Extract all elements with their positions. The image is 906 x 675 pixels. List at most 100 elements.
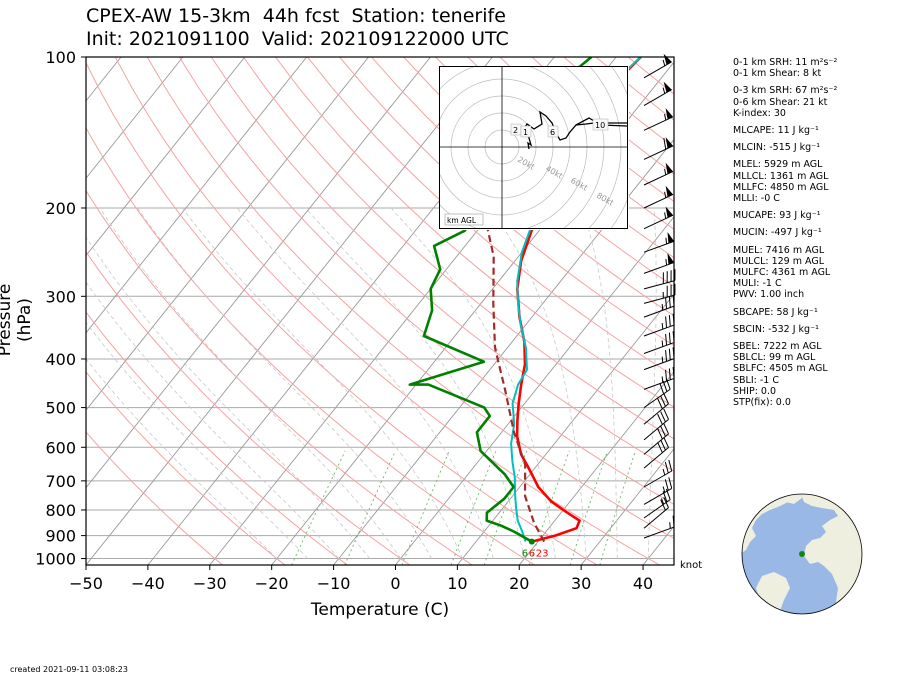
mixing-ratio-line: [344, 450, 396, 565]
isotherm: [518, 370, 674, 565]
wind-barb: [643, 515, 675, 539]
stability-indices-panel: 0-1 km SRH: 11 m²s⁻² 0-1 km Shear: 8 kt 0-…: [733, 57, 905, 408]
land-africa-europe: [800, 494, 862, 614]
index-line: MLLFC: 4850 m AGL: [733, 181, 829, 193]
surface-label: 6: [522, 549, 528, 560]
dry-adiabat: [339, 57, 674, 347]
dry-adiabat: [86, 371, 286, 565]
index-line: 0-6 km Shear: 21 kt: [733, 96, 828, 108]
isotherm: [333, 138, 674, 565]
y-tick-label: 300: [45, 287, 76, 306]
hodo-ring: [588, 66, 622, 228]
mixing-ratio-line: [401, 450, 450, 565]
x-tick-label: 10: [447, 574, 467, 593]
x-tick-label: 20: [509, 574, 529, 593]
moist-adiabat: [86, 358, 278, 559]
wind-barb: [643, 347, 675, 371]
dry-adiabat: [86, 61, 598, 565]
wind-barb: [643, 459, 673, 488]
isotherm: [86, 57, 246, 257]
index-line: SBEL: 7222 m AGL: [733, 341, 822, 353]
x-tick-label: −10: [317, 574, 351, 593]
mixing-ratio-line: [291, 450, 346, 565]
index-line: MLLI: -0 C: [733, 193, 780, 205]
dry-adiabat: [371, 57, 674, 317]
moist-adiabat: [86, 321, 309, 559]
moist-adiabat: [236, 207, 494, 559]
dry-adiabat: [307, 57, 674, 377]
x-tick-label: −20: [255, 574, 289, 593]
moist-adiabat: [86, 236, 371, 559]
dry-adiabat: [86, 311, 348, 565]
plot-frame: [85, 56, 675, 566]
x-tick-label: 0: [390, 574, 400, 593]
surface-marker: [528, 538, 535, 545]
moist-adiabat: [489, 207, 587, 559]
wind-barb: [643, 331, 675, 354]
hodo-ring-label: 20kt: [516, 155, 536, 172]
station-marker: [799, 551, 805, 557]
x-tick-label: −40: [131, 574, 165, 593]
x-tick-label: −30: [193, 574, 227, 593]
wind-barb: [643, 185, 674, 209]
chart-subtitle: Init: 2021091100 Valid: 202109122000 UTC: [86, 28, 509, 50]
isotherm: [395, 216, 674, 565]
x-tick-label: 40: [633, 574, 653, 593]
wind-barb: [643, 367, 675, 390]
isotherm: [86, 57, 369, 411]
moist-adiabat: [99, 207, 401, 559]
y-tick-label: 400: [45, 350, 76, 369]
wind-barb: [643, 162, 674, 186]
created-timestamp: created 2021-09-11 03:08:23: [10, 665, 128, 674]
index-line: MLCAPE: 11 J kg⁻¹: [733, 125, 819, 137]
y-tick-label: 500: [45, 399, 76, 418]
isotherm: [580, 448, 674, 565]
index-line: STP(fix): 0.0: [733, 397, 791, 409]
hodo-height-label: 2: [513, 126, 518, 135]
dry-adiabat: [86, 126, 535, 565]
hodo-ring-label: 80kt: [595, 191, 615, 208]
y-tick-label: 900: [45, 527, 76, 546]
index-line: PWV: 1.00 inch: [733, 289, 805, 301]
mixing-ratio-line: [528, 450, 570, 565]
dry-adiabat: [210, 57, 674, 472]
index-line: SBCAPE: 58 J kg⁻¹: [733, 306, 818, 318]
y-tick-label: 200: [45, 199, 76, 218]
index-line: MLCIN: -515 J kg⁻¹: [733, 142, 821, 154]
chart-title: CPEX-AW 15-3km 44h fcst Station: tenerif…: [86, 5, 506, 27]
location-globe: [741, 493, 863, 615]
index-line: MULCL: 129 m AGL: [733, 255, 825, 267]
x-tick-label: 30: [571, 574, 591, 593]
parcel-line: [459, 96, 546, 543]
index-line: SBLFC: 4505 m AGL: [733, 363, 828, 375]
index-line: 0-1 km Shear: 8 kt: [733, 68, 822, 80]
index-line: MUCIN: -497 J kg⁻¹: [733, 227, 822, 239]
hodograph-inset: 20kt 40kt 60kt 80kt 2 1 6 10 km AGL: [439, 66, 629, 230]
index-line: MUEL: 7416 m AGL: [733, 244, 825, 256]
isotherm: [86, 57, 431, 489]
moist-adiabat: [647, 207, 657, 559]
y-tick-label: 1000: [35, 550, 76, 569]
wind-barb: [643, 231, 675, 253]
wind-barb: [643, 108, 674, 131]
mixing-ratio-line: [450, 450, 497, 565]
hodo-height-label: 1: [523, 128, 528, 137]
hodo-height-label: 10: [595, 121, 605, 130]
isotherm: [86, 57, 493, 565]
dry-adiabat: [86, 189, 473, 565]
wind-barb: [643, 269, 676, 290]
dry-adiabat: [403, 57, 674, 288]
wind-barb: [643, 378, 671, 409]
x-axis-label: Temperature (C): [310, 600, 450, 620]
wind-barb: [643, 313, 675, 337]
index-line: 0-1 km SRH: 11 m²s⁻²: [733, 57, 838, 68]
index-line: MULI: -1 C: [733, 278, 782, 290]
wind-barb: [643, 81, 672, 107]
moist-adiabat: [305, 207, 525, 559]
index-line: SBCIN: -532 J kg⁻¹: [733, 323, 819, 335]
hodo-legend: km AGL: [447, 216, 477, 225]
wind-barb: [643, 137, 674, 160]
dry-adiabat: [242, 57, 674, 440]
wind-barb: [643, 53, 672, 79]
